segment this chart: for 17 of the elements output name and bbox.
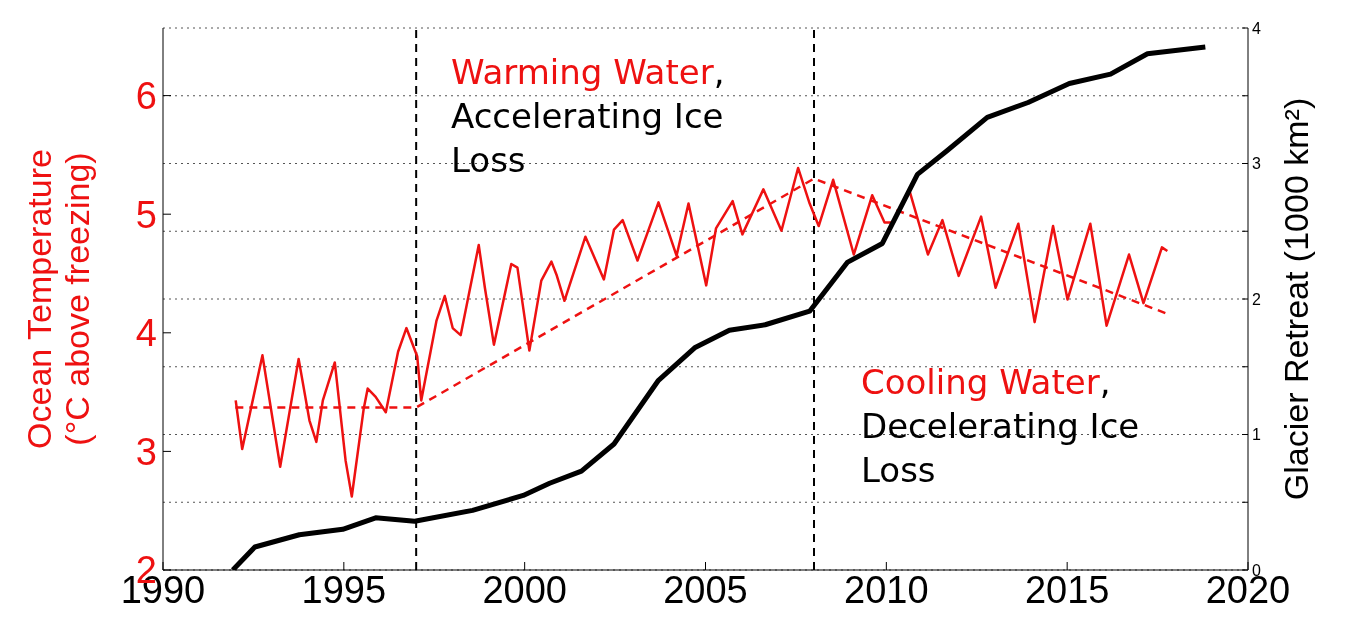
x-tick-label: 2005 — [663, 568, 748, 611]
y-axis-title: Ocean Temperature (°C above freezing) — [20, 149, 96, 449]
annotation: Cooling Water, Decelerating Ice Loss — [861, 362, 1140, 491]
y-tick-label: 6 — [135, 75, 157, 118]
y-tick-label: 3 — [135, 430, 157, 473]
x-tick-label: 1995 — [301, 568, 387, 611]
y2-tick-label: 4 — [1252, 19, 1261, 37]
y2-tick-label: 2 — [1252, 290, 1261, 308]
y-tick-label: 5 — [135, 193, 157, 236]
y2-axis-title: Glacier Retreat (1000 km²) — [1277, 97, 1315, 501]
y2-tick-label: 3 — [1252, 155, 1261, 173]
x-tick-label: 2015 — [1024, 568, 1110, 611]
y2-tick-label: 1 — [1252, 426, 1261, 444]
y-tick-label: 4 — [135, 312, 157, 355]
annotation: Warming Water, Accelerating Ice Loss — [451, 52, 725, 181]
x-tick-label: 2010 — [844, 568, 929, 611]
x-tick-label: 2000 — [482, 568, 567, 611]
